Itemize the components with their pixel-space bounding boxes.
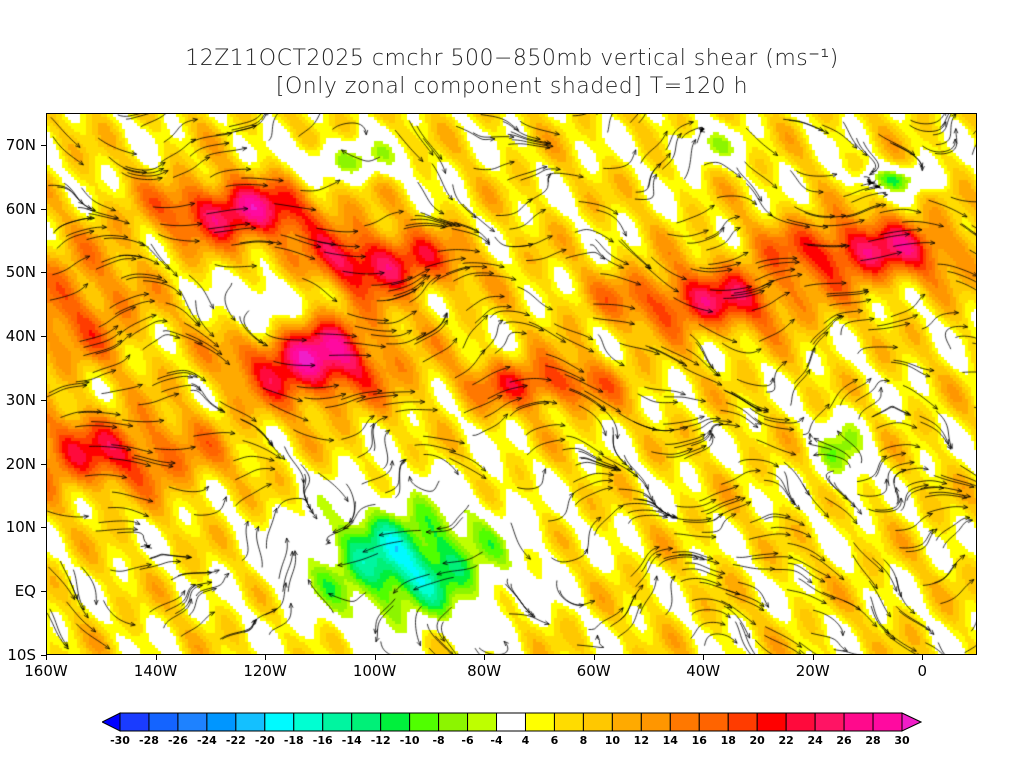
colorbar-label: -12	[370, 734, 391, 747]
colorbar-box	[177, 712, 208, 732]
colorbar	[102, 712, 922, 732]
lat-tick	[41, 655, 46, 656]
colorbar-box	[698, 712, 729, 732]
colorbar-label: -20	[254, 734, 275, 747]
lat-label: 60N	[5, 199, 36, 218]
colorbar-label: -28	[139, 734, 159, 747]
shear-map	[46, 113, 977, 655]
colorbar-label: 22	[778, 734, 794, 747]
lat-tick	[41, 591, 46, 593]
colorbar-box	[727, 712, 758, 732]
colorbar-box	[496, 712, 526, 732]
colorbar-box	[669, 712, 700, 732]
lon-tick	[374, 655, 376, 660]
colorbar-box	[756, 712, 787, 732]
lon-tick	[46, 655, 47, 660]
lon-label: 80W	[467, 662, 502, 680]
colorbar-box	[611, 712, 642, 732]
lat-tick	[41, 272, 46, 274]
lat-tick	[41, 399, 46, 401]
colorbar-label: 4	[521, 734, 530, 747]
colorbar-label: 28	[865, 734, 881, 747]
colorbar-box	[264, 712, 295, 732]
colorbar-label: -16	[312, 734, 333, 747]
lat-label: 50N	[5, 263, 36, 282]
lon-label: 100W	[352, 662, 397, 680]
lat-label: 40N	[5, 327, 36, 346]
colorbar-box	[351, 712, 382, 732]
lon-tick	[703, 655, 705, 660]
lat-tick	[41, 144, 46, 146]
lon-tick	[265, 655, 267, 660]
colorbar-label: -30	[110, 734, 130, 747]
colorbar-box	[814, 712, 845, 732]
colorbar-label: -24	[196, 734, 217, 747]
lat-label: EQ	[14, 582, 36, 601]
colorbar-label: 18	[720, 734, 736, 747]
shear-field-canvas	[47, 114, 976, 654]
colorbar-label: 30	[894, 734, 910, 747]
colorbar-label: -14	[341, 734, 362, 747]
colorbar-label: 10	[604, 734, 621, 747]
colorbar-high-arrow	[901, 712, 922, 732]
lat-tick	[41, 463, 46, 465]
lat-label: 20N	[5, 454, 36, 473]
colorbar-box	[235, 712, 266, 732]
colorbar-label: -6	[461, 734, 474, 747]
colorbar-label: 14	[662, 734, 678, 747]
colorbar-label: 8	[579, 734, 588, 747]
colorbar-label: -18	[283, 734, 304, 747]
colorbar-box	[119, 712, 150, 732]
colorbar-box	[438, 712, 469, 732]
colorbar-box	[524, 712, 555, 732]
colorbar-box	[640, 712, 671, 732]
colorbar-box	[409, 712, 440, 732]
colorbar-box	[582, 712, 613, 732]
colorbar-label: -26	[167, 734, 188, 747]
colorbar-label: 24	[807, 734, 823, 747]
colorbar-box	[467, 712, 498, 732]
colorbar-box	[785, 712, 816, 732]
lat-tick	[41, 527, 46, 529]
colorbar-label: -10	[399, 734, 420, 747]
colorbar-box	[148, 712, 179, 732]
colorbar-label: 26	[836, 734, 852, 747]
colorbar-box	[843, 712, 874, 732]
colorbar-box	[872, 712, 903, 732]
lat-label: 30N	[5, 390, 36, 409]
lat-tick	[41, 336, 46, 338]
lon-label: 120W	[243, 662, 287, 680]
colorbar-label: 16	[691, 734, 707, 747]
colorbar-label: 20	[749, 734, 765, 747]
chart-title-line1: 12Z11OCT2025 cmchr 500−850mb vertical sh…	[185, 46, 839, 71]
colorbar-low-arrow	[102, 712, 121, 732]
lat-label: 10S	[7, 646, 36, 664]
lon-label: 20W	[795, 662, 830, 680]
lon-label: 140W	[133, 662, 178, 680]
colorbar-box	[322, 712, 353, 732]
colorbar-label: -8	[432, 734, 445, 747]
colorbar-box	[553, 712, 584, 732]
lon-label: 160W	[24, 662, 68, 680]
lat-label: 10N	[5, 518, 36, 537]
colorbar-label: -4	[490, 734, 503, 747]
lat-label: 70N	[5, 135, 36, 154]
colorbar-box	[380, 712, 411, 732]
colorbar-label: -22	[225, 734, 246, 747]
lon-label: 60W	[576, 662, 611, 680]
chart-title-line2: [Only zonal component shaded] T=120 h	[275, 74, 749, 99]
lon-tick	[155, 655, 157, 660]
lon-label: 40W	[686, 662, 721, 680]
lon-tick	[593, 655, 595, 660]
colorbar-box	[206, 712, 237, 732]
colorbar-label: 6	[550, 734, 559, 747]
lon-label: 0	[917, 662, 928, 680]
lon-tick	[922, 655, 924, 660]
lat-tick	[41, 208, 46, 210]
colorbar-label: 12	[633, 734, 649, 747]
lon-tick	[812, 655, 814, 660]
lon-tick	[484, 655, 486, 660]
colorbar-box	[293, 712, 324, 732]
